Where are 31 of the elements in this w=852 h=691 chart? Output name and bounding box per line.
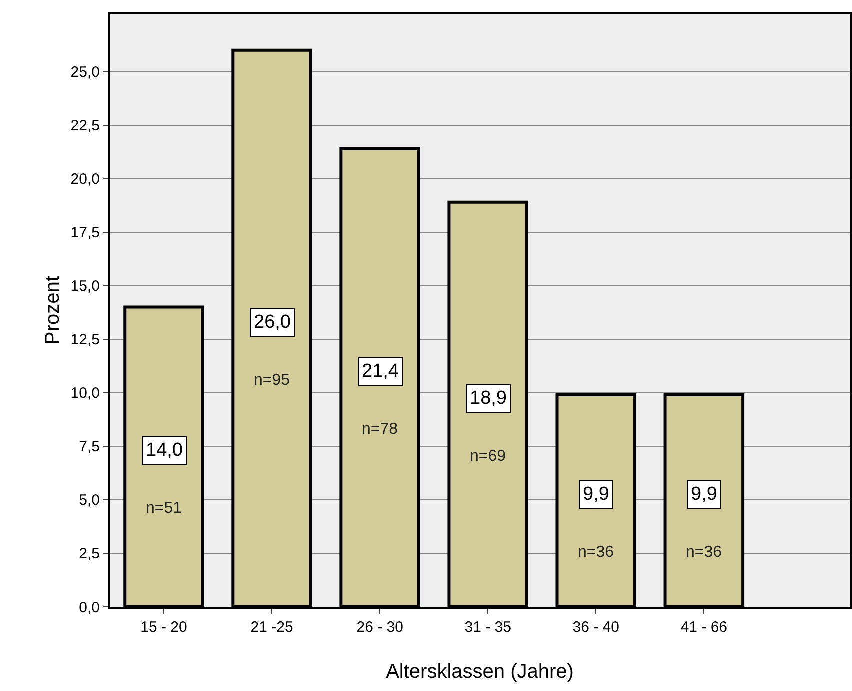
- x-axis-title: Altersklassen (Jahre): [386, 661, 574, 683]
- annotation: n=51: [146, 500, 182, 517]
- annotation: n=36: [578, 544, 614, 561]
- y-tick-label: 10,0: [70, 385, 100, 402]
- y-tick-label: 15,0: [70, 278, 100, 296]
- data-label: 9,9: [583, 484, 610, 505]
- annotation: n=36: [686, 544, 722, 561]
- y-tick-label: 7,5: [79, 438, 100, 456]
- x-tick-label: 15 - 20: [140, 619, 188, 636]
- annotation: n=69: [470, 448, 506, 465]
- y-tick-label: 25,0: [70, 64, 100, 82]
- y-tick-label: 17,5: [70, 224, 100, 242]
- x-tick-label: 21 -25: [250, 619, 294, 636]
- y-tick-label: 22,5: [70, 118, 100, 135]
- data-label: 21,4: [362, 361, 400, 382]
- annotation: n=78: [362, 421, 398, 438]
- annotation: n=95: [254, 372, 290, 389]
- y-tick-label: 20,0: [70, 171, 100, 188]
- data-label: 14,0: [146, 440, 183, 461]
- data-label: 26,0: [254, 312, 291, 333]
- data-label: 9,9: [691, 484, 718, 505]
- x-tick-label: 41 - 66: [680, 619, 728, 636]
- y-axis-title: Prozent: [42, 276, 64, 345]
- data-label: 18,9: [470, 388, 507, 409]
- y-tick-label: 12,5: [70, 332, 100, 349]
- x-tick-label: 31 - 35: [464, 619, 512, 636]
- y-tick-label: 2,5: [79, 546, 100, 563]
- x-tick-label: 36 - 40: [572, 619, 620, 636]
- y-tick-label: 5,0: [79, 492, 100, 510]
- y-tick-label: 0,0: [79, 599, 100, 616]
- x-tick-label: 26 - 30: [356, 619, 404, 636]
